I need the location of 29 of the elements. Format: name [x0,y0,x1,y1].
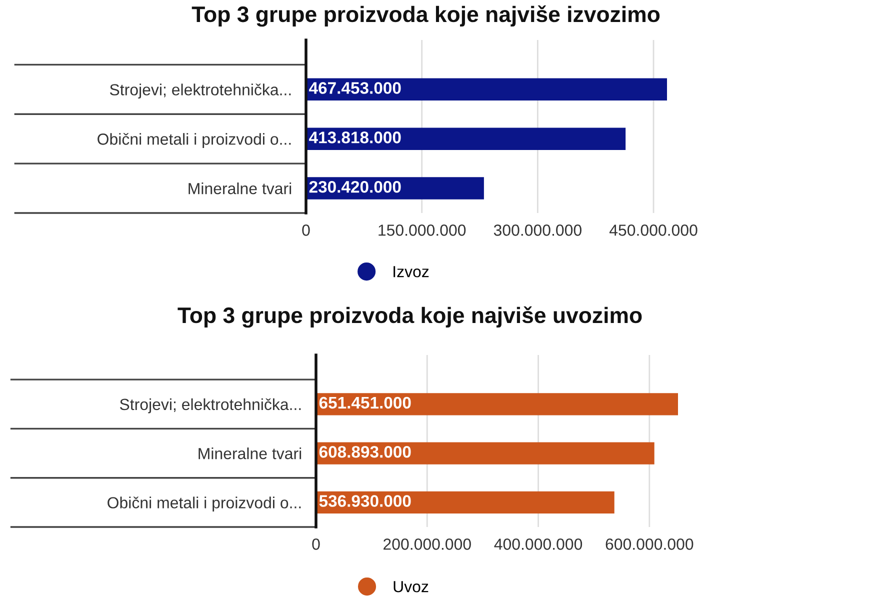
x-tick-label: 400.000.000 [494,538,582,550]
data-label: 413.818.000 [309,132,401,144]
data-label: 536.930.000 [319,495,411,507]
data-label: 467.453.000 [309,82,401,94]
x-tick-label: 300.000.000 [494,224,582,236]
y-tick-label: Obični metali i proizvodi o... [98,133,291,148]
y-tick-label: Obični metali i proizvodi o... [108,496,301,512]
x-tick-label: 0 [312,538,320,550]
chart-title: Top 3 grupe proizvoda koje najviše uvozimo [178,306,642,328]
bar [316,442,654,464]
bar [316,491,614,514]
x-tick-label: 600.000.000 [606,538,694,550]
data-label: 651.451.000 [319,396,411,409]
legend-label: Uvoz [394,581,428,592]
y-tick-label: Mineralne tvari [198,448,302,460]
x-tick-label: 150.000.000 [378,224,466,236]
chart-title: Top 3 grupe proizvoda koje najviše izvozimo [192,5,660,27]
x-tick-label: 200.000.000 [384,538,471,550]
y-tick-label: Strojevi; elektrotehnička... [120,398,301,414]
data-label: 230.420.000 [309,180,401,193]
y-tick-label: Mineralne tvari [188,182,292,194]
x-tick-label: 450.000.000 [609,224,698,236]
legend-label: Izvoz [394,266,429,278]
y-tick-label: Strojevi; elektrotehnička... [110,84,291,99]
x-tick-label: 0 [302,224,310,236]
bar [306,78,667,101]
data-label: 608.893.000 [319,446,411,458]
bar [306,128,626,150]
bar [316,393,678,416]
